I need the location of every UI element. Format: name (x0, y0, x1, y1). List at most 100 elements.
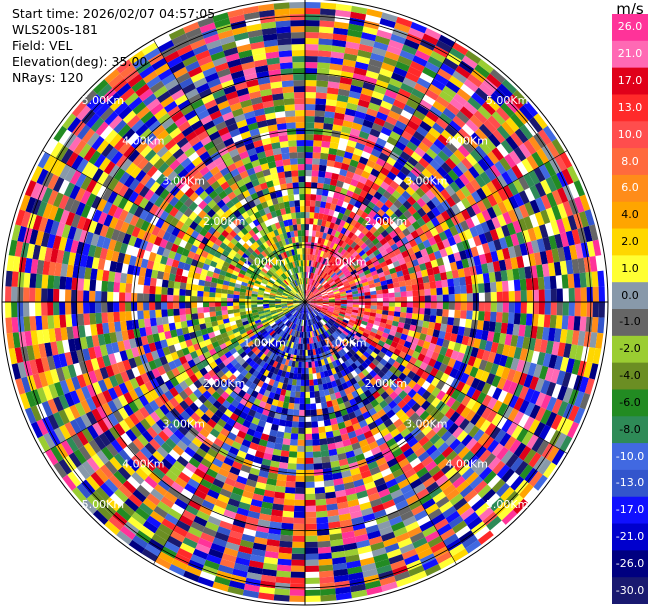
velocity-cell (322, 251, 327, 259)
velocity-cell (125, 162, 138, 175)
velocity-cell (56, 340, 65, 355)
velocity-cell (398, 222, 407, 232)
velocity-cell (316, 302, 323, 304)
velocity-cell (285, 420, 293, 428)
velocity-cell (460, 507, 475, 521)
velocity-cell (406, 141, 418, 152)
velocity-cell (93, 368, 104, 382)
velocity-cell (464, 228, 473, 240)
velocity-cell (512, 411, 525, 425)
velocity-cell (527, 227, 537, 242)
velocity-cell (170, 530, 186, 543)
velocity-cell (29, 273, 37, 288)
velocity-cell (405, 98, 419, 110)
velocity-cell (249, 253, 256, 261)
velocity-cell (312, 324, 316, 331)
velocity-cell (354, 236, 362, 244)
velocity-cell (244, 326, 252, 332)
velocity-cell (348, 385, 356, 393)
velocity-cell (283, 504, 295, 512)
velocity-cell (267, 533, 281, 541)
velocity-cell (253, 411, 262, 420)
velocity-cell (473, 338, 482, 349)
velocity-cell (350, 467, 361, 476)
velocity-cell (307, 307, 310, 314)
velocity-cell (274, 318, 281, 324)
velocity-cell (331, 333, 338, 340)
velocity-cell (278, 343, 284, 351)
velocity-cell (198, 505, 213, 516)
velocity-cell (368, 154, 379, 163)
velocity-cell (356, 162, 366, 171)
velocity-cell (306, 272, 309, 279)
velocity-cell (442, 85, 457, 99)
velocity-cell (358, 130, 370, 140)
velocity-cell (192, 548, 209, 560)
velocity-cell (187, 359, 196, 368)
velocity-cell (240, 368, 249, 377)
velocity-cell (154, 184, 166, 197)
velocity-cell (331, 45, 346, 54)
velocity-cell (491, 177, 503, 191)
velocity-cell (97, 505, 113, 521)
velocity-cell (317, 50, 332, 58)
velocity-cell (284, 492, 295, 500)
velocity-cell (368, 536, 383, 546)
velocity-cell (225, 271, 233, 278)
velocity-cell (303, 308, 305, 314)
velocity-cell (437, 150, 450, 162)
velocity-cell (235, 263, 243, 270)
velocity-cell (415, 368, 425, 378)
velocity-cell (562, 302, 569, 316)
velocity-cell (264, 311, 271, 315)
velocity-cell (293, 298, 300, 301)
velocity-cell (366, 108, 379, 118)
velocity-cell (41, 274, 49, 289)
velocity-cell (122, 480, 137, 494)
velocity-cell (335, 352, 341, 360)
velocity-cell (538, 424, 551, 440)
velocity-cell (288, 372, 294, 379)
velocity-cell (135, 450, 148, 464)
velocity-cell (492, 260, 501, 272)
velocity-cell (177, 334, 186, 343)
velocity-cell (259, 586, 275, 595)
velocity-cell (309, 306, 314, 311)
velocity-cell (481, 330, 489, 341)
velocity-cell (229, 347, 237, 355)
velocity-cell (573, 375, 584, 391)
velocity-cell (88, 370, 98, 384)
velocity-cell (448, 286, 455, 295)
velocity-cell (428, 465, 441, 477)
velocity-cell (112, 181, 124, 194)
velocity-cell (283, 290, 290, 294)
velocity-cell (253, 398, 262, 407)
velocity-cell (449, 261, 458, 271)
velocity-cell (281, 317, 288, 323)
velocity-cell (291, 553, 305, 560)
velocity-cell (470, 246, 479, 257)
velocity-cell (123, 200, 134, 213)
velocity-cell (361, 252, 369, 260)
velocity-cell (412, 307, 419, 314)
velocity-cell (290, 290, 296, 295)
velocity-cell (410, 230, 420, 239)
velocity-cell (73, 139, 87, 155)
velocity-cell (390, 559, 407, 571)
velocity-cell (519, 243, 528, 256)
velocity-cell (384, 89, 398, 100)
velocity-cell (41, 315, 49, 330)
velocity-cell (143, 459, 157, 472)
velocity-cell (461, 258, 470, 269)
velocity-cell (242, 458, 254, 468)
velocity-cell (394, 302, 401, 307)
velocity-cell (361, 344, 369, 352)
velocity-cell (21, 211, 32, 228)
velocity-cell (137, 228, 146, 240)
velocity-cell (275, 304, 282, 307)
velocity-cell (270, 309, 277, 314)
velocity-cell (415, 406, 426, 417)
velocity-cell (257, 297, 264, 300)
velocity-cell (506, 269, 514, 281)
velocity-cell (305, 20, 320, 27)
